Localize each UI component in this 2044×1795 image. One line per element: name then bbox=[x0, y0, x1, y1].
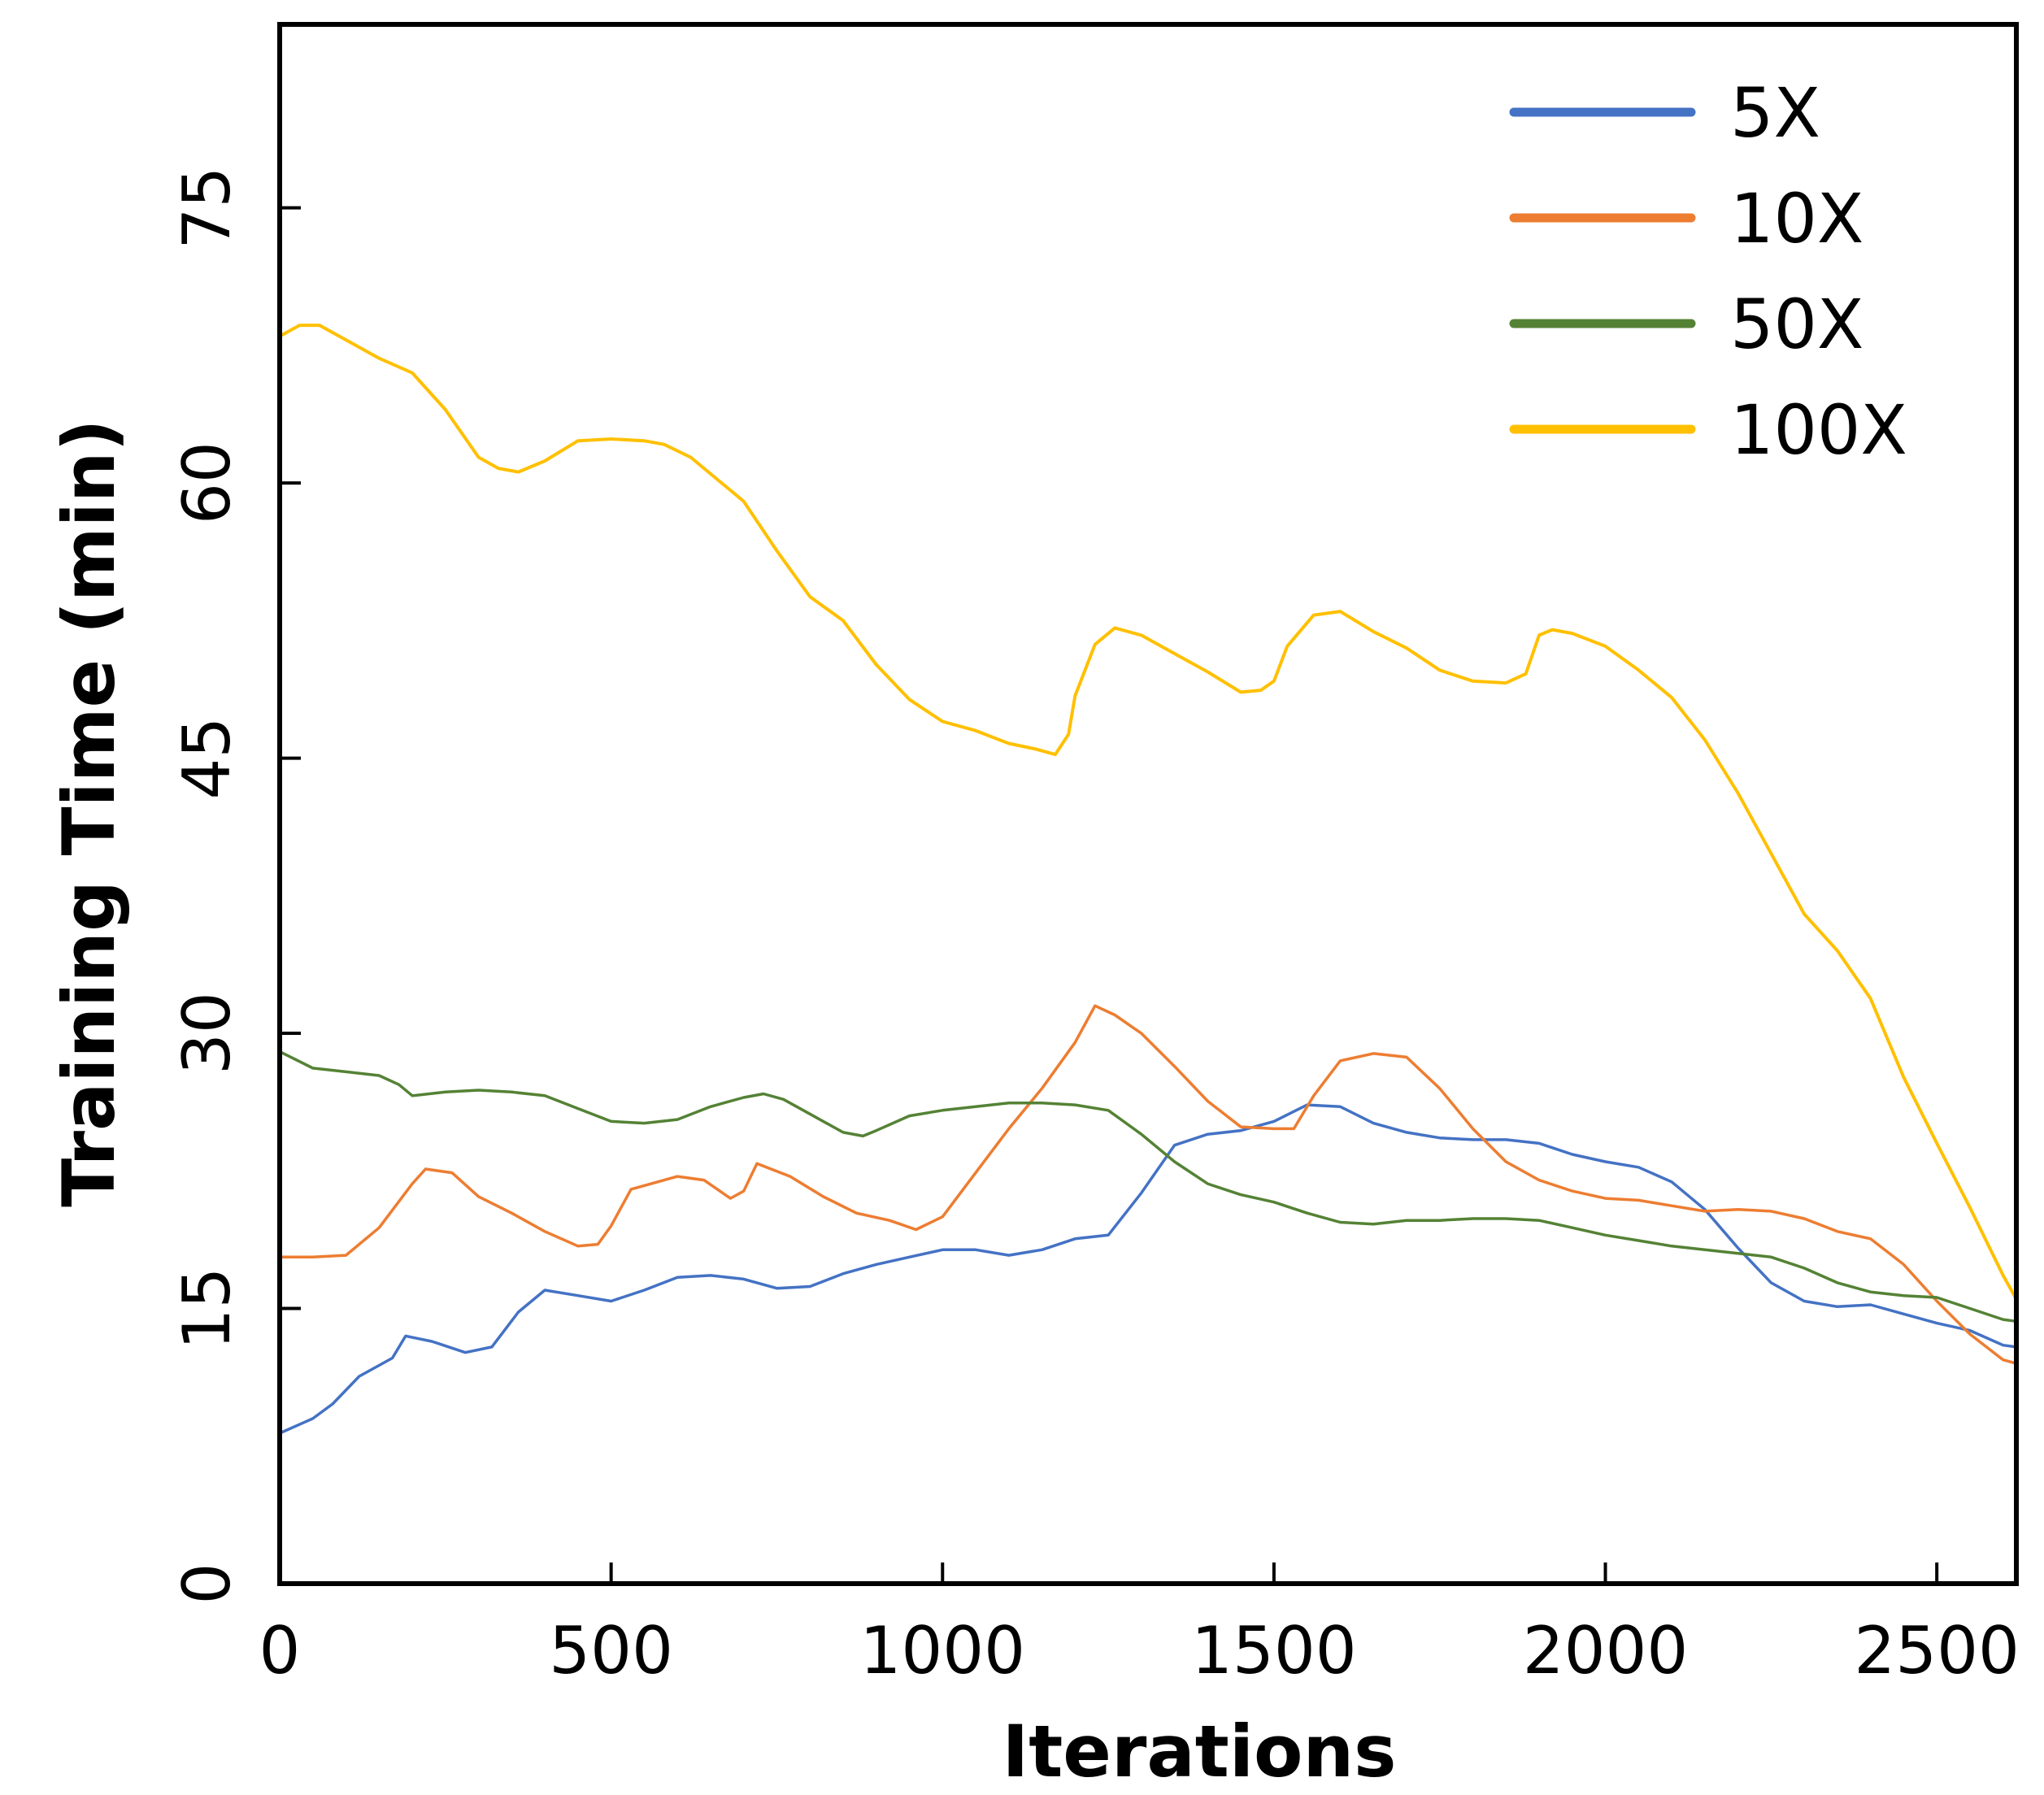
x-tick-label: 2500 bbox=[1854, 1613, 2020, 1689]
x-tick-label: 0 bbox=[259, 1613, 301, 1689]
x-axis-title: Iterations bbox=[1002, 1710, 1397, 1793]
series-line-50x bbox=[278, 1050, 2018, 1323]
plot-frame bbox=[277, 22, 2019, 1586]
series-line-100x bbox=[278, 324, 2018, 1302]
legend: 5X 10X 50X 100X bbox=[1509, 73, 1907, 470]
legend-label-10x: 10X bbox=[1730, 179, 1864, 259]
x-tick-label: 2000 bbox=[1523, 1613, 1689, 1689]
legend-label-100x: 100X bbox=[1730, 390, 1907, 470]
y-axis-title: Training Time (min) bbox=[47, 419, 131, 1207]
legend-label-5x: 5X bbox=[1730, 73, 1820, 153]
y-tick-label: 15 bbox=[169, 1267, 245, 1350]
ticks-layer: 0 500 1000 1500 2000 2500 0 15 30 45 60 75 bbox=[169, 167, 2020, 1689]
y-tick-label: 0 bbox=[169, 1563, 245, 1605]
y-tick-label: 60 bbox=[169, 441, 245, 524]
y-tick-label: 45 bbox=[169, 717, 245, 800]
legend-label-50x: 50X bbox=[1730, 285, 1864, 364]
series-layer bbox=[278, 324, 2018, 1435]
x-tick-label: 500 bbox=[549, 1613, 673, 1689]
y-tick-label: 75 bbox=[169, 167, 245, 250]
x-tick-label: 1500 bbox=[1191, 1613, 1357, 1689]
series-line-10x bbox=[278, 1004, 2018, 1365]
series-line-5x bbox=[278, 1103, 2018, 1435]
y-tick-label: 30 bbox=[169, 992, 245, 1075]
x-tick-label: 1000 bbox=[859, 1613, 1025, 1689]
